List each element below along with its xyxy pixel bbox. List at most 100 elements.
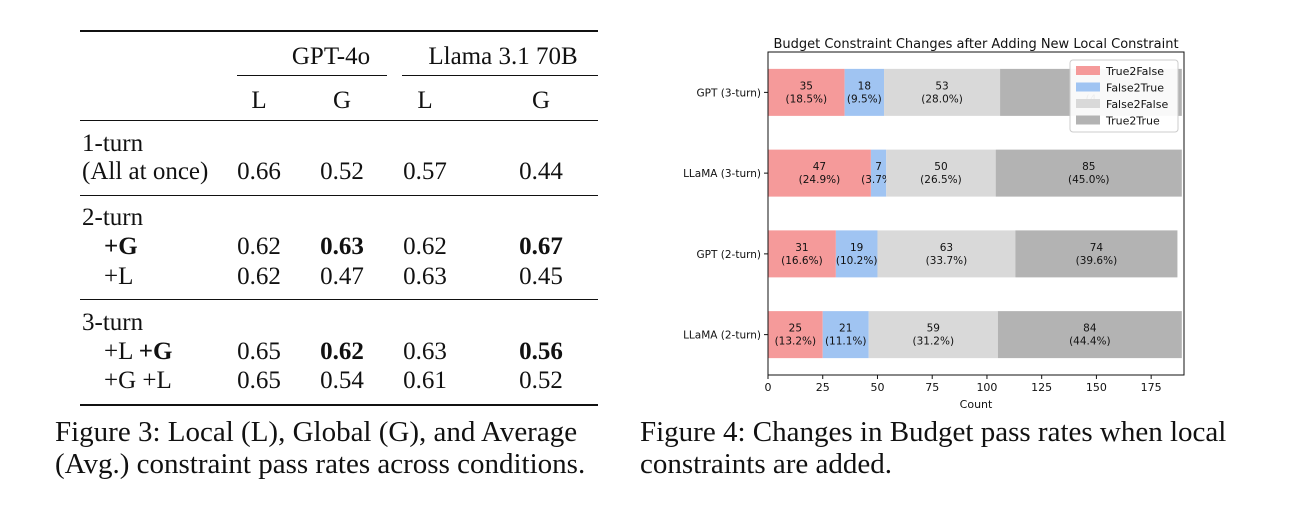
axes-layer: GPT (3-turn) LLaMA (3-turn) GPT (2-turn) LL…: [683, 51, 1185, 394]
table-cell: 0.56: [519, 338, 563, 365]
y-tick-label: GPT (2-turn): [697, 249, 761, 261]
legend-label: True2True: [1105, 115, 1160, 128]
section-title-3turn: 3-turn: [82, 309, 144, 336]
bar-segment: [835, 230, 878, 278]
x-tick-label: 100: [976, 381, 997, 394]
bar-segment: [884, 68, 1001, 116]
data-label-percent: (18.5%): [786, 93, 828, 105]
figure3-caption-line2: (Avg.) constraint pass rates across cond…: [55, 448, 586, 480]
col-group-llama: Llama 3.1 70B: [428, 43, 578, 70]
bars-layer: 35(18.5%)18(9.5%)53(28.0%)(447(24.9%)7(3…: [768, 68, 1182, 359]
y-tick-label: LLaMA (3-turn): [683, 168, 761, 180]
table-cell: 0.44: [519, 158, 563, 185]
col-header-l-gpt: L: [251, 87, 267, 114]
data-label-percent: (13.2%): [775, 336, 817, 348]
data-label-count: 84: [1083, 323, 1097, 335]
table-cell: 0.62: [403, 233, 447, 260]
legend-label: False2True: [1106, 82, 1164, 95]
clipped-next-line: [0, 494, 1292, 509]
bar-segment: [1015, 230, 1178, 278]
x-axis-label: Count: [960, 398, 993, 410]
col-header-g-llama: G: [531, 87, 551, 114]
figure4-caption-line2: constraints are added.: [640, 448, 893, 480]
x-tick-label: 0: [765, 381, 772, 394]
header-rule: [80, 120, 598, 121]
col-header-l-llama: L: [417, 87, 433, 114]
x-tick-label: 50: [870, 381, 884, 394]
chart-title: Budget Constraint Changes after Adding N…: [773, 37, 1178, 52]
table-cell: 0.52: [519, 367, 563, 394]
bar-segment: [768, 149, 871, 197]
table-cell: 0.65: [237, 338, 281, 365]
x-tick-label: 125: [1031, 381, 1052, 394]
bar-segment: [822, 311, 869, 359]
table-cell: 0.57: [403, 158, 447, 185]
section-title-1turn: 1-turn: [82, 130, 144, 157]
x-tick-label: 75: [925, 381, 939, 394]
table-bottom-rule: [80, 404, 598, 406]
data-label-count: 47: [813, 161, 826, 173]
bar-segment: [844, 68, 885, 116]
section-rule: [80, 195, 598, 196]
stacked-bar-chart: Budget Constraint Changes after Adding N…: [683, 37, 1185, 410]
col-header-g-gpt: G: [332, 87, 352, 114]
data-label-percent: (45.0%): [1068, 174, 1110, 186]
table-cell: 0.63: [403, 338, 447, 365]
data-label-count: 85: [1082, 161, 1095, 173]
data-label-percent: (26.5%): [920, 174, 962, 186]
legend-label: False2False: [1106, 98, 1168, 111]
data-label-count: 18: [858, 80, 871, 92]
data-label-count: 74: [1090, 242, 1104, 254]
table-cell: 0.62: [237, 233, 281, 260]
data-label-percent: (10.2%): [836, 255, 878, 267]
data-label-percent: (24.9%): [799, 174, 841, 186]
table-cell: 0.47: [320, 263, 364, 290]
x-tick-label: 175: [1141, 381, 1162, 394]
data-label-count: 31: [795, 242, 808, 254]
table-cell: 0.45: [519, 263, 563, 290]
data-label-percent: (11.1%): [825, 336, 867, 348]
bar-segment: [768, 68, 845, 116]
data-label-count: 59: [927, 323, 940, 335]
table-cell: 0.66: [237, 158, 281, 185]
data-label-percent: (33.7%): [926, 255, 968, 267]
table-cell: 0.67: [519, 233, 563, 260]
plot-frame: [767, 51, 1185, 376]
table-cell: 0.62: [320, 338, 364, 365]
row-label: +L: [104, 263, 134, 290]
data-label-percent: (28.0%): [921, 93, 963, 105]
bar-segment: [870, 149, 887, 197]
table-cell: 0.63: [320, 233, 364, 260]
figure4-caption-line1: Figure 4: Changes in Budget pass rates w…: [640, 416, 1227, 448]
legend: True2False False2True False2False True2True: [1069, 59, 1179, 133]
table-cell: 0.62: [237, 263, 281, 290]
data-label-count: 21: [839, 323, 852, 335]
bar-segment: [768, 311, 823, 359]
row-label: +G: [104, 233, 138, 260]
x-tick-label: 150: [1086, 381, 1107, 394]
section-rule: [80, 299, 598, 300]
row-label: +G +L: [104, 367, 172, 394]
data-label-percent: (44.4%): [1069, 336, 1111, 348]
section-title-2turn: 2-turn: [82, 204, 144, 231]
data-label-percent: (31.2%): [913, 336, 955, 348]
bar-segment: [868, 311, 998, 359]
legend-label: True2False: [1105, 65, 1164, 78]
results-table: GPT-4o Llama 3.1 70B L G L G 1-turn (All…: [80, 28, 600, 408]
x-tick-label: 25: [816, 381, 830, 394]
figure3-caption-line1: Figure 3: Local (L), Global (G), and Ave…: [55, 416, 578, 448]
llama-underline: [402, 75, 598, 76]
bar-segment: [997, 311, 1182, 359]
bar-segment: [995, 149, 1182, 197]
row-label: +L +G: [104, 338, 173, 365]
data-label-count: 53: [935, 80, 948, 92]
legend-swatch: [1076, 99, 1100, 108]
table-cell: 0.61: [403, 367, 447, 394]
bar-segment: [877, 230, 1016, 278]
data-label-count: 35: [800, 80, 813, 92]
data-label-percent: (16.6%): [781, 255, 823, 267]
table-cell: 0.54: [320, 367, 364, 394]
legend-swatch: [1076, 66, 1100, 75]
legend-swatch: [1076, 82, 1100, 92]
col-group-gpt4o: GPT-4o: [291, 43, 371, 70]
